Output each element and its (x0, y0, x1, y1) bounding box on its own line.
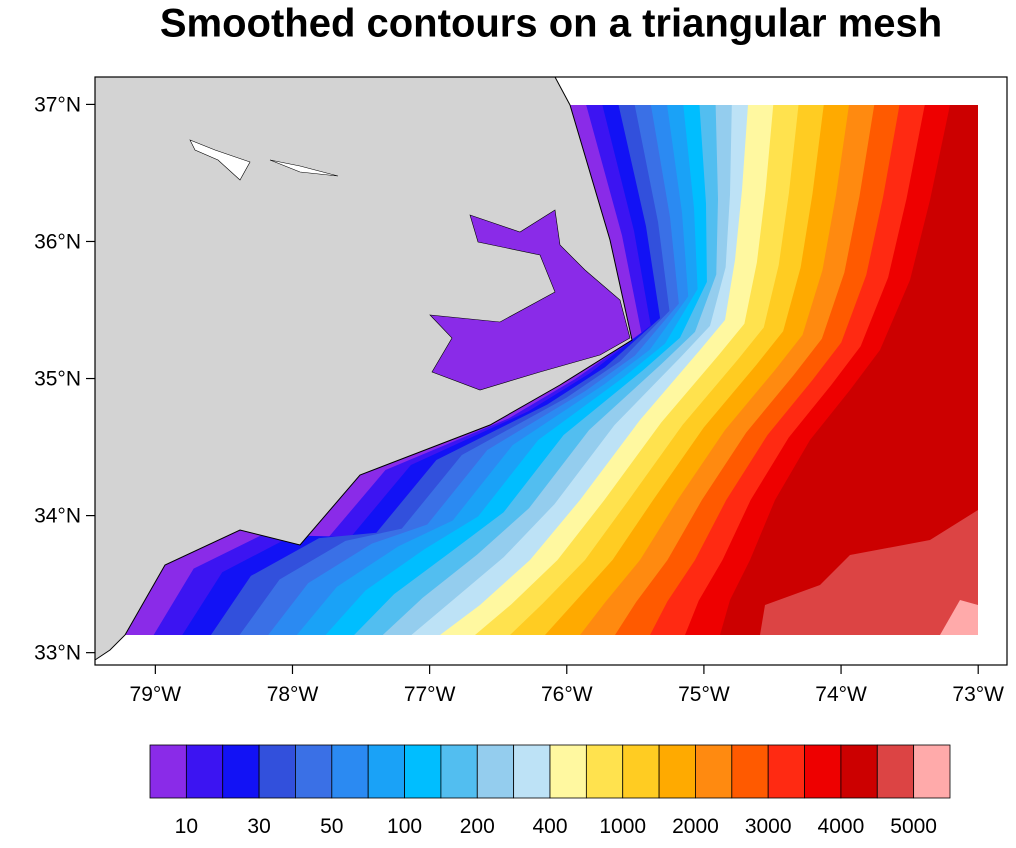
lake (189, 139, 251, 181)
colorbar-box (695, 744, 733, 799)
colorbar-box (404, 744, 442, 799)
contour-band (940, 600, 978, 635)
colorbar-label: 4000 (818, 815, 865, 838)
y-tick-label: 36°N (34, 230, 81, 253)
colorbar-box (185, 744, 224, 799)
colorbar-box (731, 744, 769, 799)
chart-title: Smoothed contours on a triangular mesh (160, 2, 942, 46)
y-tick-label: 34°N (34, 505, 81, 528)
colorbar-box (658, 744, 696, 799)
colorbar-box (840, 744, 878, 799)
x-tick-label: 73°W (952, 683, 1004, 706)
map (94, 76, 979, 661)
colorbar-box (913, 744, 951, 799)
x-tick-label: 76°W (541, 683, 593, 706)
colorbar-box (476, 744, 515, 799)
colorbar-box (367, 744, 405, 799)
x-tick-label: 78°W (267, 683, 319, 706)
y-tick-label: 37°N (34, 93, 81, 116)
y-tick-label: 35°N (34, 368, 81, 391)
colorbar-box (804, 744, 842, 799)
colorbar-label: 1000 (599, 815, 646, 838)
plot-frame (94, 76, 1008, 666)
colorbar-label: 3000 (745, 815, 792, 838)
contour-band (720, 105, 978, 635)
land (94, 76, 633, 661)
sound (429, 209, 631, 391)
lake (269, 159, 339, 177)
x-tick-label: 79°W (130, 683, 182, 706)
colorbar-box (549, 744, 587, 799)
x-tick-label: 75°W (678, 683, 730, 706)
colorbar-box (585, 744, 624, 799)
colorbar-label: 5000 (890, 815, 937, 838)
colorbar: 10 30 50 100 200 400 1000 2000 3000 4000 5000 (149, 744, 951, 838)
colorbar-label: 30 (247, 815, 270, 838)
x-tick-label: 77°W (404, 683, 456, 706)
colorbar-box (622, 744, 660, 799)
colorbar-box (440, 744, 478, 799)
colorbar-label: 100 (387, 815, 422, 838)
colorbar-box (767, 744, 805, 799)
colorbar-label: 200 (460, 815, 495, 838)
colorbar-label: 50 (320, 815, 343, 838)
colorbar-label: 400 (532, 815, 567, 838)
colorbar-label: 10 (175, 815, 198, 838)
colorbar-box (876, 744, 915, 799)
colorbar-box (258, 744, 296, 799)
contour-band (760, 510, 978, 635)
y-tick-label: 33°N (34, 642, 81, 665)
colorbar-box (513, 744, 551, 799)
x-tick-label: 74°W (815, 683, 867, 706)
colorbar-box (222, 744, 260, 799)
colorbar-box (331, 744, 369, 799)
colorbar-box (149, 744, 187, 799)
colorbar-label: 2000 (672, 815, 719, 838)
colorbar-box (295, 744, 333, 799)
axes: 79°W 78°W 77°W 76°W 75°W 74°W 73°W 33°N 34°N 35°N… (34, 76, 1008, 706)
